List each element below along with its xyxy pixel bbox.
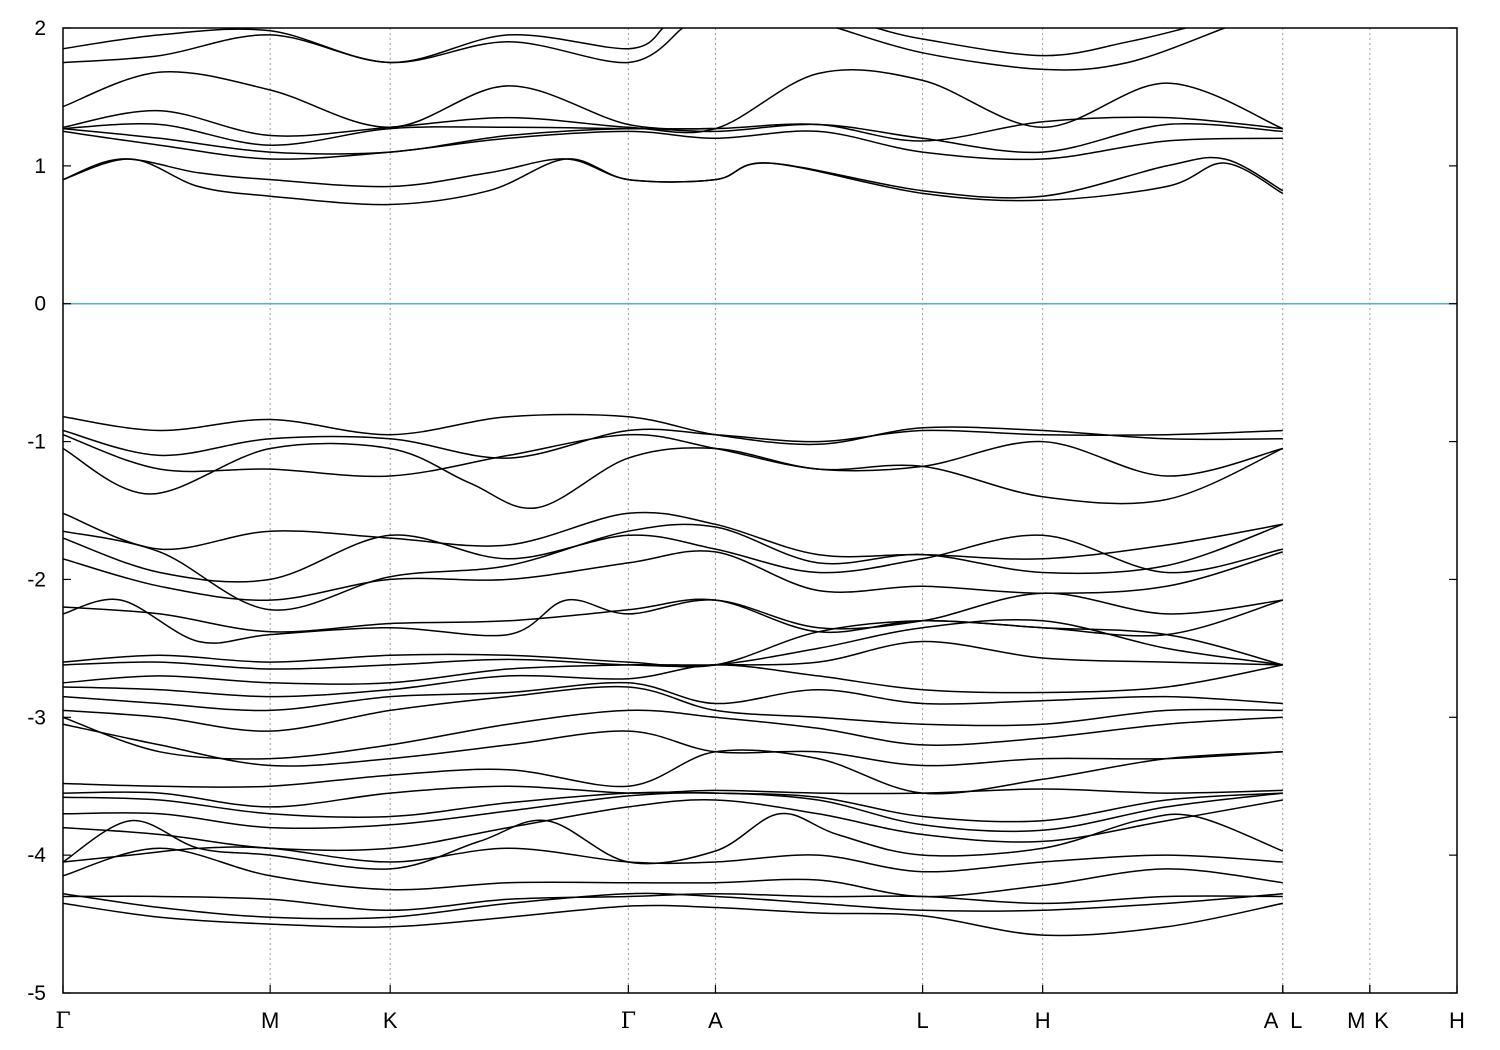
- band-line-25: [63, 511, 1283, 560]
- band-line-33: [63, 123, 1283, 155]
- kpoint-label: L: [917, 1008, 929, 1033]
- band-line-9: [63, 791, 1283, 823]
- band-line-16: [63, 664, 1283, 698]
- kpoint-label: K: [1374, 1008, 1389, 1033]
- band-line-24: [63, 523, 1284, 611]
- kpoint-label: Γ: [55, 1009, 70, 1034]
- kpoint-label: H: [1035, 1008, 1051, 1033]
- y-tick-label: -5: [27, 982, 46, 1005]
- band-line-4: [63, 847, 1283, 898]
- y-tick-label: 0: [34, 293, 46, 316]
- band-line-1: [63, 902, 1283, 937]
- band-line-32: [63, 130, 1283, 161]
- y-tick-label: -4: [27, 844, 46, 867]
- kpoint-label: Γ: [621, 1009, 636, 1034]
- kpoint-label: K: [383, 1008, 398, 1033]
- band-line-28: [63, 428, 1283, 459]
- y-tick-label: -2: [27, 568, 46, 591]
- bands-layer: [63, 28, 1284, 937]
- band-line-20: [63, 592, 1283, 644]
- band-line-14: [63, 685, 1283, 732]
- band-line-40: [876, 28, 1187, 57]
- band-line-23: [63, 534, 1283, 583]
- band-line-37: [63, 28, 684, 64]
- band-line-5: [63, 846, 1283, 873]
- band-line-39: [837, 28, 1225, 71]
- band-line-7: [63, 799, 1283, 852]
- band-line-36: [63, 70, 716, 130]
- kpoint-label: M: [261, 1008, 279, 1033]
- band-line-6: [63, 812, 1284, 870]
- band-line-19: [63, 620, 1283, 668]
- band-line-12: [63, 723, 1283, 767]
- band-line-27: [63, 433, 1283, 478]
- y-tick-label: -3: [27, 706, 46, 729]
- band-line-38: [63, 28, 664, 64]
- kpoint-label: H: [1449, 1008, 1465, 1033]
- band-line-35: [63, 69, 1284, 137]
- band-line-30: [63, 156, 1284, 199]
- band-line-11: [63, 749, 1283, 795]
- kpoint-label: A: [1264, 1008, 1279, 1033]
- kpoint-label: L: [1290, 1008, 1302, 1033]
- y-tick-label: 1: [34, 155, 46, 178]
- band-line-29: [63, 413, 1283, 446]
- plot-frame: [62, 27, 1458, 994]
- band-line-22: [63, 550, 1284, 601]
- band-line-3: [63, 892, 1283, 912]
- band-line-13: [63, 709, 1283, 760]
- y-tick-label: 2: [34, 17, 46, 40]
- band-line-21: [63, 598, 1284, 637]
- y-tick-label: -1: [27, 431, 46, 454]
- kpoint-label: M: [1347, 1008, 1365, 1033]
- tick-marks-layer: [62, 27, 1458, 994]
- band-line-15: [63, 681, 1283, 712]
- grid-layer: [269, 28, 1371, 993]
- band-line-10: [63, 785, 1283, 808]
- y-tick-labels: -5 -4 -3 -2 -1 0 1 2: [27, 17, 46, 1005]
- band-line-31: [63, 158, 1284, 206]
- band-line-26: [63, 442, 1284, 510]
- band-line-17: [63, 640, 1283, 685]
- kpoint-label: A: [708, 1008, 723, 1033]
